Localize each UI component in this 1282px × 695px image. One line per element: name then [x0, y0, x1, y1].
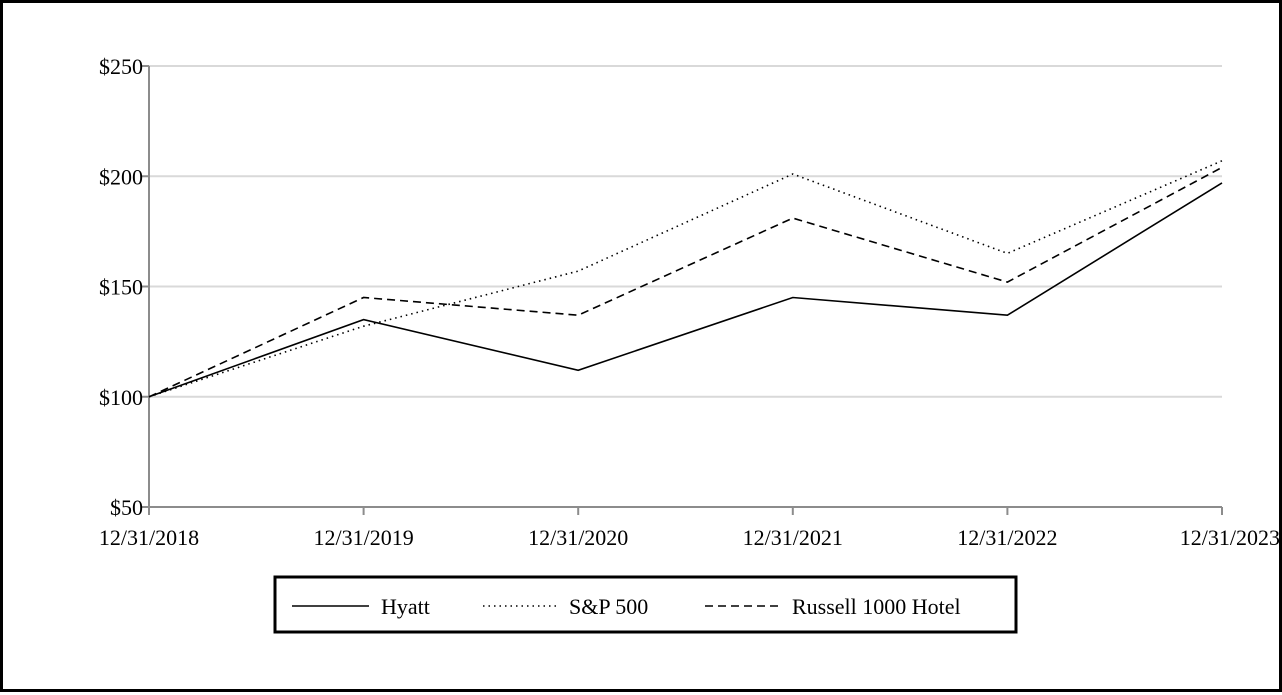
line-chart: $50 $100 $150 $200 $250 12/31/2018 12/31/2019…: [99, 54, 1280, 634]
axes: [142, 65, 1223, 515]
series-line-hyatt: [148, 182, 1223, 398]
x-tick-labels: 12/31/2018 12/31/2019 12/31/2020 12/31/2021…: [99, 525, 1280, 550]
legend-box: [273, 575, 1018, 634]
x-tick-label-0: 12/31/2018: [99, 525, 199, 550]
gridlines: [149, 65, 1222, 398]
x-tick-label-1: 12/31/2019: [313, 525, 413, 550]
legend: Hyatt S&P 500 Russell 1000 Hotel: [273, 575, 1018, 634]
x-tick-label-3: 12/31/2021: [743, 525, 843, 550]
series-line-s-p-500: [148, 160, 1223, 398]
y-tick-label-150: $150: [99, 275, 143, 300]
x-tick-label-4: 12/31/2022: [957, 525, 1057, 550]
y-tick-label-50: $50: [110, 495, 143, 520]
x-tick-label-5: 12/31/2023: [1180, 525, 1280, 550]
y-tick-label-200: $200: [99, 164, 143, 189]
y-tick-label-100: $100: [99, 385, 143, 410]
y-tick-labels: $50 $100 $150 $200 $250: [99, 54, 143, 520]
legend-label-sp500: S&P 500: [569, 594, 648, 619]
x-tick-label-2: 12/31/2020: [528, 525, 628, 550]
legend-label-hyatt: Hyatt: [381, 594, 430, 619]
legend-label-russell: Russell 1000 Hotel: [792, 594, 961, 619]
series-lines: [148, 160, 1223, 398]
y-tick-label-250: $250: [99, 54, 143, 79]
series-line-russell-1000-hotel: [148, 166, 1223, 398]
